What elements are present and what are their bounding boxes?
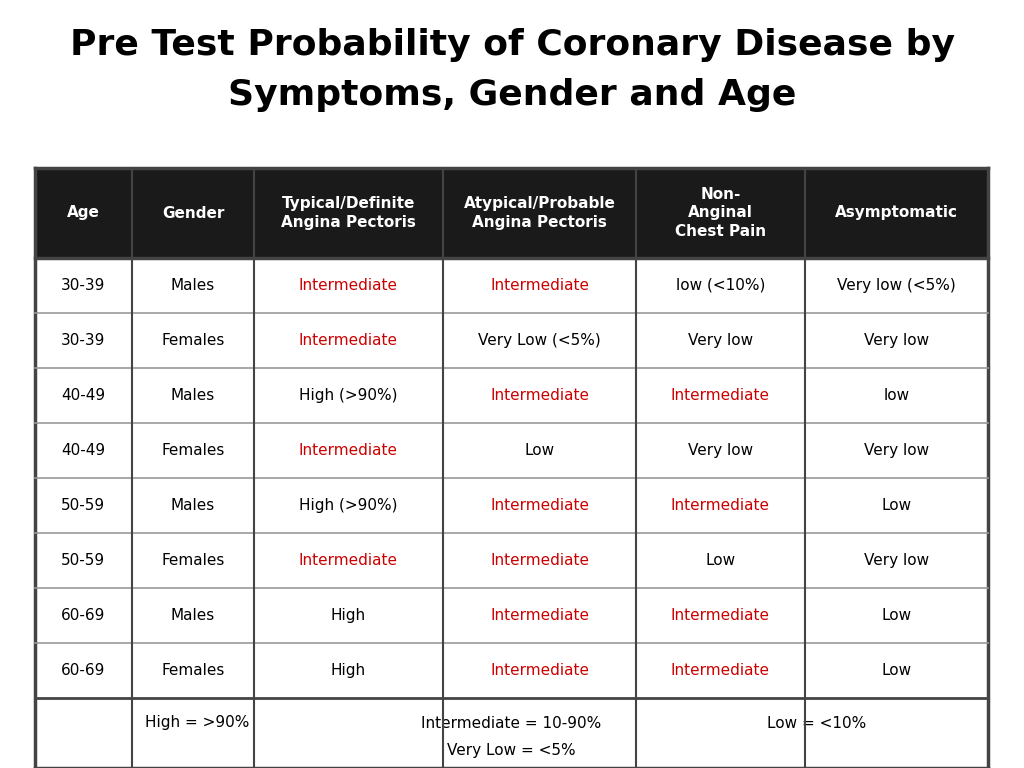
Text: Females: Females	[162, 663, 224, 678]
Text: High: High	[331, 663, 366, 678]
Text: Intermediate: Intermediate	[490, 553, 589, 568]
Text: Low: Low	[882, 663, 911, 678]
Text: Low: Low	[706, 553, 735, 568]
Text: Typical/Definite
Angina Pectoris: Typical/Definite Angina Pectoris	[281, 196, 416, 230]
Text: 40-49: 40-49	[61, 443, 105, 458]
Text: 60-69: 60-69	[61, 663, 105, 678]
Text: Gender: Gender	[162, 206, 224, 220]
Text: Non-
Anginal
Chest Pain: Non- Anginal Chest Pain	[675, 187, 766, 239]
Text: Females: Females	[162, 443, 224, 458]
Text: Intermediate: Intermediate	[490, 663, 589, 678]
Bar	[35, 533, 988, 588]
Bar	[35, 313, 988, 368]
Bar	[35, 588, 988, 643]
Bar	[35, 368, 988, 423]
Text: 30-39: 30-39	[61, 278, 105, 293]
Text: Atypical/Probable
Angina Pectoris: Atypical/Probable Angina Pectoris	[464, 196, 615, 230]
Text: Very low: Very low	[688, 443, 753, 458]
Text: Intermediate: Intermediate	[490, 498, 589, 513]
Bar	[35, 423, 988, 478]
Text: 30-39: 30-39	[61, 333, 105, 348]
Text: Age: Age	[67, 206, 100, 220]
Text: Intermediate: Intermediate	[490, 608, 589, 623]
Text: Very low: Very low	[863, 553, 929, 568]
Text: Low: Low	[882, 498, 911, 513]
Text: Intermediate: Intermediate	[671, 663, 770, 678]
Text: Intermediate: Intermediate	[671, 388, 770, 403]
Text: High = >90%: High = >90%	[144, 716, 249, 730]
Text: 60-69: 60-69	[61, 608, 105, 623]
Text: Intermediate: Intermediate	[299, 443, 398, 458]
Text: Pre Test Probability of Coronary Disease by: Pre Test Probability of Coronary Disease…	[70, 28, 954, 62]
Text: Males: Males	[171, 388, 215, 403]
Text: Intermediate: Intermediate	[671, 498, 770, 513]
Text: Symptoms, Gender and Age: Symptoms, Gender and Age	[227, 78, 797, 112]
Text: Females: Females	[162, 333, 224, 348]
Text: Intermediate: Intermediate	[299, 553, 398, 568]
Text: 40-49: 40-49	[61, 388, 105, 403]
Text: High (>90%): High (>90%)	[299, 388, 397, 403]
Text: Very low: Very low	[863, 443, 929, 458]
Text: low (<10%): low (<10%)	[676, 278, 765, 293]
Text: Very Low (<5%): Very Low (<5%)	[478, 333, 601, 348]
Text: Males: Males	[171, 498, 215, 513]
Text: 50-59: 50-59	[61, 498, 105, 513]
Text: Intermediate: Intermediate	[490, 278, 589, 293]
Text: Males: Males	[171, 278, 215, 293]
Text: Intermediate: Intermediate	[299, 333, 398, 348]
Bar	[35, 258, 988, 313]
Text: Low = <10%: Low = <10%	[767, 716, 866, 730]
Text: High: High	[331, 608, 366, 623]
Text: Very Low = <5%: Very Low = <5%	[447, 743, 575, 759]
Text: Intermediate: Intermediate	[299, 278, 398, 293]
Text: Males: Males	[171, 608, 215, 623]
Text: Intermediate: Intermediate	[671, 608, 770, 623]
Text: Intermediate = 10-90%: Intermediate = 10-90%	[421, 716, 602, 730]
Text: low: low	[884, 388, 909, 403]
Text: High (>90%): High (>90%)	[299, 498, 397, 513]
Text: Very low: Very low	[863, 333, 929, 348]
Text: 50-59: 50-59	[61, 553, 105, 568]
Text: Low: Low	[882, 608, 911, 623]
Text: Very low: Very low	[688, 333, 753, 348]
Text: Females: Females	[162, 553, 224, 568]
Bar	[35, 478, 988, 533]
Bar	[35, 698, 988, 768]
Bar	[35, 643, 988, 698]
Bar	[35, 168, 988, 258]
Text: Low: Low	[524, 443, 555, 458]
Text: Intermediate: Intermediate	[490, 388, 589, 403]
Text: Very low (<5%): Very low (<5%)	[837, 278, 955, 293]
Text: Asymptomatic: Asymptomatic	[835, 206, 957, 220]
